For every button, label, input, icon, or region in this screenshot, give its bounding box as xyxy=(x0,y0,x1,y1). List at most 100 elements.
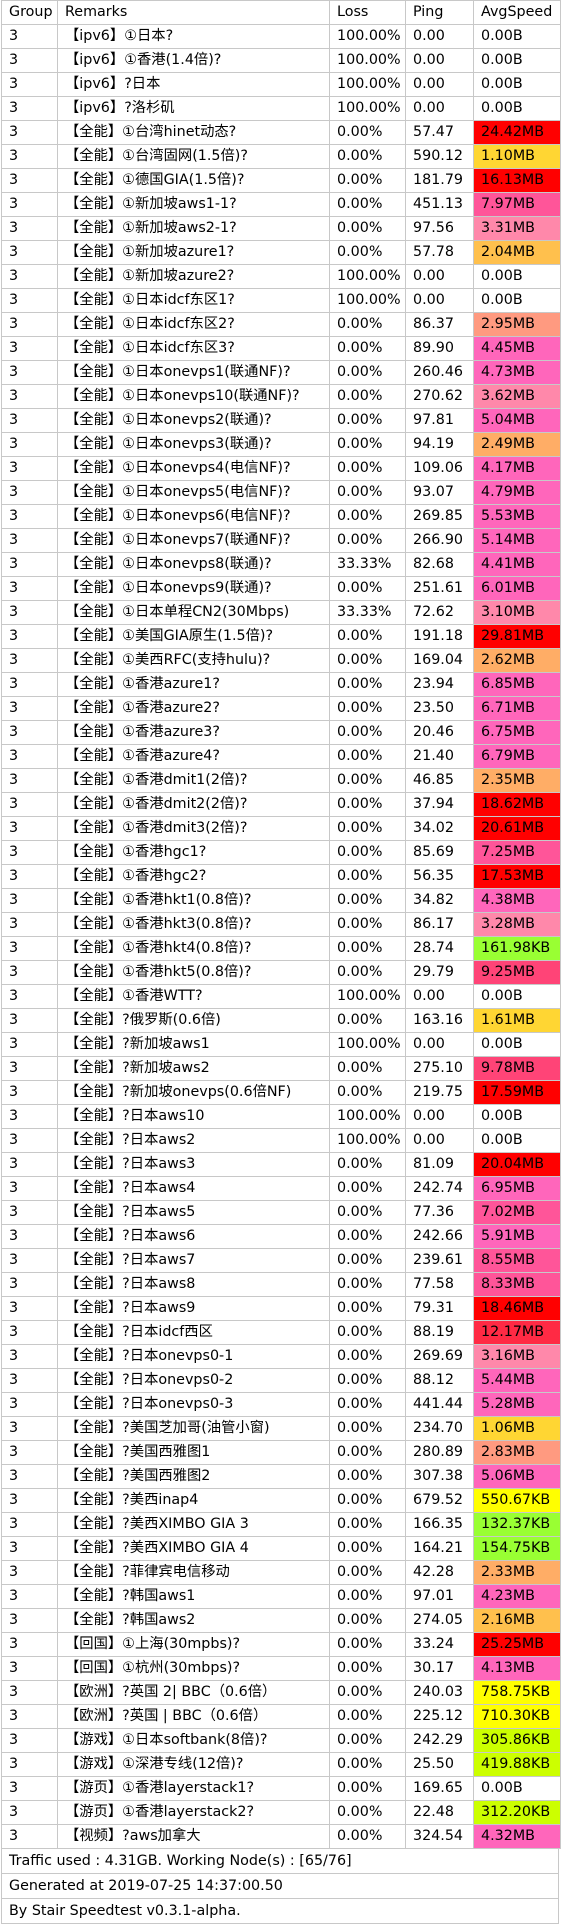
table-row: 3 【全能】①新加坡aws2-1? 0.00% 97.56 3.31MB xyxy=(1,216,561,241)
table-row: 3 【全能】①日本idcf东区2? 0.00% 86.37 2.95MB xyxy=(1,312,561,337)
remarks-cell: 【全能】①日本idcf东区2? xyxy=(57,312,330,337)
ping-cell: 239.61 xyxy=(405,1248,474,1273)
table-row: 3 【全能】?美西inap4 0.00% 679.52 550.67KB xyxy=(1,1488,561,1513)
loss-cell: 0.00% xyxy=(329,912,406,937)
table-row: 3 【全能】①日本onevps2(联通)? 0.00% 97.81 5.04MB xyxy=(1,408,561,433)
remarks-cell: 【全能】①新加坡aws2-1? xyxy=(57,216,330,241)
avgspeed-cell: 6.01MB xyxy=(473,576,561,601)
avgspeed-cell: 5.14MB xyxy=(473,528,561,553)
table-row: 3 【全能】①新加坡azure1? 0.00% 57.78 2.04MB xyxy=(1,240,561,265)
table-row: 3 【全能】①新加坡aws1-1? 0.00% 451.13 7.97MB xyxy=(1,192,561,217)
group-cell: 3 xyxy=(1,1656,58,1681)
avgspeed-cell: 17.53MB xyxy=(473,864,561,889)
table-row: 3 【游戏】①深港专线(12倍)? 0.00% 25.50 419.88KB xyxy=(1,1752,561,1777)
table-row: 3 【全能】?日本aws5 0.00% 77.36 7.02MB xyxy=(1,1200,561,1225)
loss-cell: 0.00% xyxy=(329,624,406,649)
ping-cell: 166.35 xyxy=(405,1512,474,1537)
loss-cell: 100.00% xyxy=(329,1128,406,1153)
group-cell: 3 xyxy=(1,624,58,649)
loss-cell: 0.00% xyxy=(329,696,406,721)
remarks-cell: 【全能】?日本aws6 xyxy=(57,1224,330,1249)
avgspeed-cell: 8.33MB xyxy=(473,1272,561,1297)
remarks-cell: 【全能】?美西XIMBO GIA 3 xyxy=(57,1512,330,1537)
avgspeed-cell: 16.13MB xyxy=(473,168,561,193)
group-cell: 3 xyxy=(1,1368,58,1393)
remarks-cell: 【全能】①日本onevps2(联通)? xyxy=(57,408,330,433)
table-row: 3 【视频】?aws加拿大 0.00% 324.54 4.32MB xyxy=(1,1824,561,1849)
table-row: 3 【回国】①上海(30mpbs)? 0.00% 33.24 25.25MB xyxy=(1,1632,561,1657)
group-cell: 3 xyxy=(1,672,58,697)
table-row: 3 【全能】?韩国aws2 0.00% 274.05 2.16MB xyxy=(1,1608,561,1633)
loss-cell: 0.00% xyxy=(329,144,406,169)
ping-cell: 23.94 xyxy=(405,672,474,697)
ping-cell: 191.18 xyxy=(405,624,474,649)
ping-cell: 274.05 xyxy=(405,1608,474,1633)
table-row: 3 【全能】①日本单程CN2(30Mbps) 33.33% 72.62 3.10MB xyxy=(1,600,561,625)
remarks-cell: 【全能】①新加坡azure2? xyxy=(57,264,330,289)
group-cell: 3 xyxy=(1,816,58,841)
remarks-cell: 【全能】?美国西雅图1 xyxy=(57,1440,330,1465)
group-cell: 3 xyxy=(1,768,58,793)
loss-cell: 0.00% xyxy=(329,768,406,793)
ping-cell: 86.37 xyxy=(405,312,474,337)
remarks-cell: 【全能】①德国GIA(1.5倍)? xyxy=(57,168,330,193)
group-cell: 3 xyxy=(1,408,58,433)
ping-cell: 280.89 xyxy=(405,1440,474,1465)
table-row: 3 【全能】①香港azure2? 0.00% 23.50 6.71MB xyxy=(1,696,561,721)
group-cell: 3 xyxy=(1,264,58,289)
avgspeed-cell: 3.10MB xyxy=(473,600,561,625)
table-row: 3 【全能】?日本aws10 100.00% 0.00 0.00B xyxy=(1,1104,561,1129)
table-row: 3 【全能】①香港hgc2? 0.00% 56.35 17.53MB xyxy=(1,864,561,889)
loss-cell: 0.00% xyxy=(329,744,406,769)
table-row: 3 【全能】?日本onevps0-3 0.00% 441.44 5.28MB xyxy=(1,1392,561,1417)
group-cell: 3 xyxy=(1,1392,58,1417)
table-row: 3 【全能】?日本aws8 0.00% 77.58 8.33MB xyxy=(1,1272,561,1297)
group-cell: 3 xyxy=(1,1224,58,1249)
table-row: 3 【全能】①台湾hinet动态? 0.00% 57.47 24.42MB xyxy=(1,120,561,145)
remarks-cell: 【全能】①美国GIA原生(1.5倍)? xyxy=(57,624,330,649)
ping-cell: 97.81 xyxy=(405,408,474,433)
table-row: 3 【全能】?日本aws7 0.00% 239.61 8.55MB xyxy=(1,1248,561,1273)
avgspeed-cell: 5.91MB xyxy=(473,1224,561,1249)
remarks-cell: 【全能】①台湾固网(1.5倍)? xyxy=(57,144,330,169)
ping-cell: 77.36 xyxy=(405,1200,474,1225)
avgspeed-cell: 0.00B xyxy=(473,1128,561,1153)
ping-cell: 0.00 xyxy=(405,1032,474,1057)
group-cell: 3 xyxy=(1,240,58,265)
group-cell: 3 xyxy=(1,1680,58,1705)
loss-cell: 0.00% xyxy=(329,1728,406,1753)
loss-cell: 0.00% xyxy=(329,432,406,457)
ping-cell: 451.13 xyxy=(405,192,474,217)
ping-cell: 81.09 xyxy=(405,1152,474,1177)
remarks-cell: 【欧洲】?英国 | BBC（0.6倍） xyxy=(57,1704,330,1729)
avgspeed-cell: 6.71MB xyxy=(473,696,561,721)
avgspeed-cell: 4.73MB xyxy=(473,360,561,385)
remarks-cell: 【全能】①香港azure2? xyxy=(57,696,330,721)
column-header-avgspeed: AvgSpeed xyxy=(473,0,561,25)
ping-cell: 242.74 xyxy=(405,1176,474,1201)
avgspeed-cell: 3.28MB xyxy=(473,912,561,937)
avgspeed-cell: 4.38MB xyxy=(473,888,561,913)
table-row: 3 【全能】①香港dmit2(2倍)? 0.00% 37.94 18.62MB xyxy=(1,792,561,817)
avgspeed-cell: 132.37KB xyxy=(473,1512,561,1537)
group-cell: 3 xyxy=(1,120,58,145)
remarks-cell: 【全能】?日本idcf西区 xyxy=(57,1320,330,1345)
remarks-cell: 【回国】①杭州(30mbps)? xyxy=(57,1656,330,1681)
traffic-summary: Traffic used : 4.31GB. Working Node(s) :… xyxy=(1,1849,559,1874)
avgspeed-cell: 18.62MB xyxy=(473,792,561,817)
table-row: 3 【全能】?日本onevps0-1 0.00% 269.69 3.16MB xyxy=(1,1344,561,1369)
loss-cell: 0.00% xyxy=(329,312,406,337)
loss-cell: 0.00% xyxy=(329,456,406,481)
remarks-cell: 【全能】①香港WTT? xyxy=(57,984,330,1009)
loss-cell: 0.00% xyxy=(329,168,406,193)
remarks-cell: 【全能】①台湾hinet动态? xyxy=(57,120,330,145)
remarks-cell: 【全能】①日本idcf东区1? xyxy=(57,288,330,313)
remarks-cell: 【全能】?日本aws8 xyxy=(57,1272,330,1297)
table-row: 3 【欧洲】?英国 | BBC（0.6倍） 0.00% 225.12 710.30KB xyxy=(1,1704,561,1729)
avgspeed-cell: 4.79MB xyxy=(473,480,561,505)
table-row: 3 【全能】①香港hkt4(0.8倍)? 0.00% 28.74 161.98KB xyxy=(1,936,561,961)
ping-cell: 181.79 xyxy=(405,168,474,193)
remarks-cell: 【全能】①美西RFC(支持hulu)? xyxy=(57,648,330,673)
loss-cell: 0.00% xyxy=(329,384,406,409)
ping-cell: 0.00 xyxy=(405,288,474,313)
